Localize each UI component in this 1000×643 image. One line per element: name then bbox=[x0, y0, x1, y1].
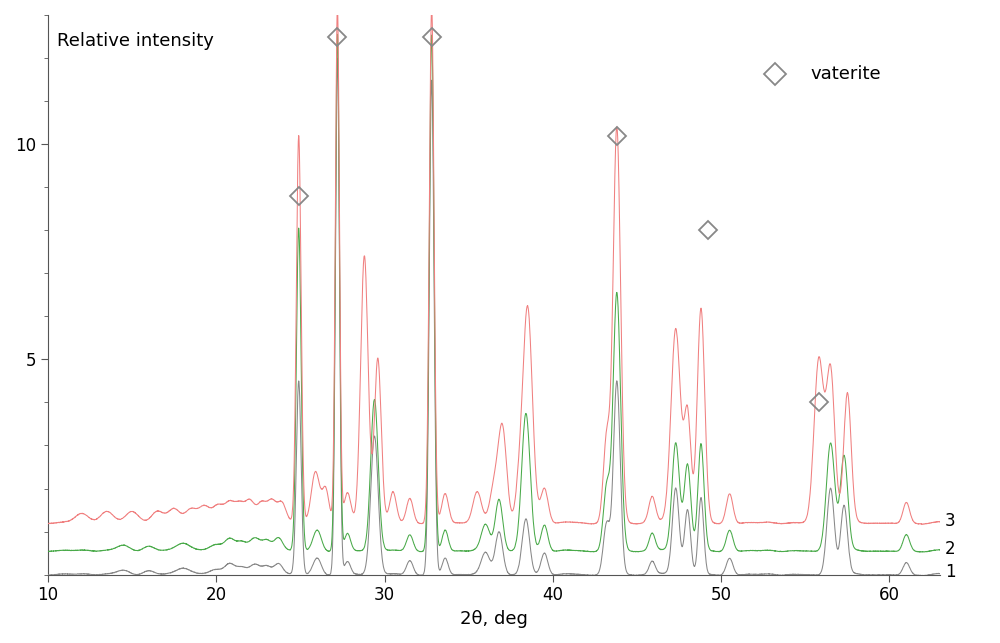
Text: vaterite: vaterite bbox=[811, 65, 881, 83]
Text: Relative intensity: Relative intensity bbox=[57, 32, 214, 50]
Text: 3: 3 bbox=[945, 512, 956, 530]
Text: 2: 2 bbox=[945, 540, 956, 558]
X-axis label: 2θ, deg: 2θ, deg bbox=[460, 610, 528, 628]
Text: 1: 1 bbox=[945, 563, 956, 581]
